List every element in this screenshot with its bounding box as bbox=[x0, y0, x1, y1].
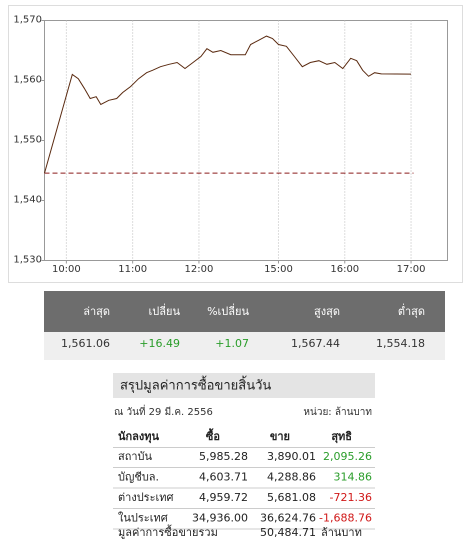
table-cell: 34,936.00 bbox=[192, 512, 248, 525]
summary-header-bg bbox=[44, 291, 445, 332]
y-tick-label: 1,540 bbox=[13, 195, 42, 206]
plot-area bbox=[44, 20, 448, 261]
summary-value: 1,554.18 bbox=[376, 337, 425, 350]
table-cell: 4,603.71 bbox=[199, 471, 248, 484]
summary-row-bg bbox=[44, 332, 445, 360]
x-tick-label: 17:00 bbox=[397, 264, 426, 275]
table-cell: สถาบัน bbox=[118, 450, 153, 463]
total-value: 50,484.71 bbox=[260, 526, 316, 539]
summary-header: %เปลี่ยน bbox=[207, 303, 249, 318]
table-title: สรุปมูลค่าการซื้อขายสิ้นวัน bbox=[120, 376, 271, 394]
table-cell: 5,985.28 bbox=[199, 450, 248, 463]
table-cell: 4,959.72 bbox=[199, 491, 248, 504]
table-title-bg bbox=[113, 373, 375, 398]
summary-header: สูงสุด bbox=[314, 305, 340, 318]
summary-value: 1,567.44 bbox=[291, 337, 340, 350]
table-header: สุทธิ bbox=[331, 430, 352, 444]
y-tick-label: 1,560 bbox=[13, 75, 42, 86]
table-header: ซื้อ bbox=[206, 428, 220, 443]
summary-value: +1.07 bbox=[215, 337, 249, 350]
table-header: นักลงทุน bbox=[118, 430, 160, 444]
y-tick-label: 1,530 bbox=[13, 255, 42, 266]
table-cell: 5,681.08 bbox=[267, 491, 316, 504]
y-tick-label: 1,550 bbox=[13, 135, 42, 146]
table-cell: ในประเทศ bbox=[118, 512, 168, 525]
price-line bbox=[44, 35, 412, 174]
x-tick-label: 16:00 bbox=[330, 264, 359, 275]
table-date: ณ วันที่ 29 มี.ค. 2556 bbox=[114, 404, 213, 418]
summary-header: ล่าสุด bbox=[83, 305, 110, 318]
table-cell: 4,288.86 bbox=[267, 471, 316, 484]
x-tick-label: 15:00 bbox=[264, 264, 293, 275]
x-tick-label: 10:00 bbox=[52, 264, 81, 275]
total-unit: ล้านบาท bbox=[321, 526, 362, 539]
summary-header: เปลี่ยน bbox=[149, 303, 181, 318]
summary-header: ต่ำสุด bbox=[398, 303, 425, 318]
table-cell: -1,688.76 bbox=[319, 512, 372, 525]
summary-value: 1,561.06 bbox=[61, 337, 110, 350]
total-label: มูลค่าการซื้อขายรวม bbox=[118, 524, 218, 539]
table-cell: 3,890.01 bbox=[267, 450, 316, 463]
table-cell: ต่างประเทศ bbox=[118, 491, 174, 504]
table-cell: บัญชีบล. bbox=[118, 471, 159, 484]
x-tick-label: 12:00 bbox=[185, 264, 214, 275]
table-unit: หน่วย: ล้านบาท bbox=[303, 406, 372, 418]
table-cell: 36,624.76 bbox=[260, 512, 316, 525]
table-cell: -721.36 bbox=[330, 491, 372, 504]
table-cell: 314.86 bbox=[334, 471, 373, 484]
y-tick-label: 1,570 bbox=[13, 15, 42, 26]
table-cell: 2,095.26 bbox=[323, 450, 372, 463]
x-tick-label: 11:00 bbox=[118, 264, 147, 275]
table-header: ขาย bbox=[270, 430, 290, 443]
summary-value: +16.49 bbox=[139, 337, 180, 350]
